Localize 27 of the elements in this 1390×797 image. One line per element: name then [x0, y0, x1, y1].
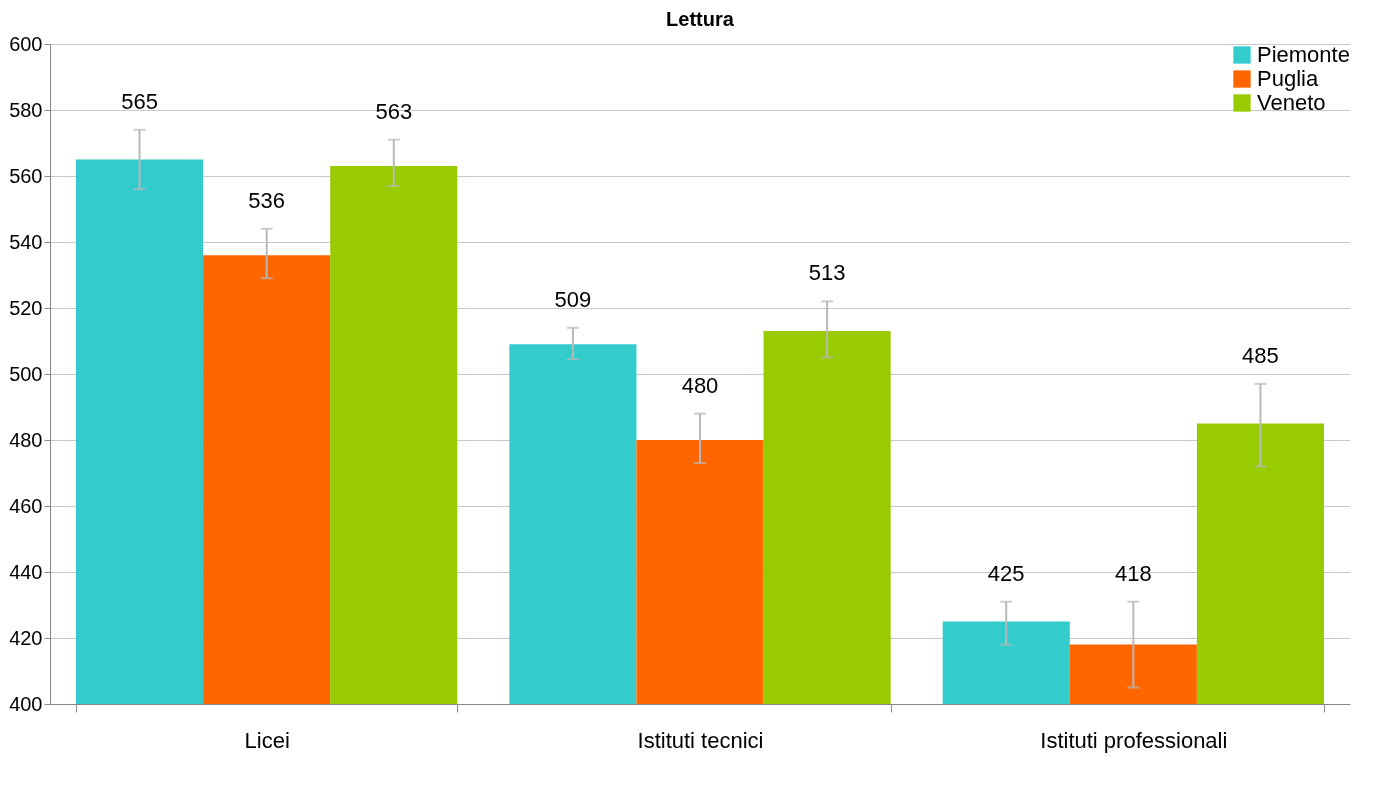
data-label: 480 [681, 372, 719, 398]
x-tick-label: Licei [244, 727, 290, 753]
data-label: 563 [375, 98, 413, 124]
y-tick-label: 580 [9, 98, 43, 121]
y-tick-label: 540 [9, 230, 43, 253]
data-label: 485 [1242, 342, 1279, 368]
y-tick-label: 400 [9, 692, 43, 715]
x-tick-label: Istituti tecnici [637, 727, 764, 753]
data-label: 418 [1114, 560, 1152, 586]
chart-title: Lettura [666, 8, 735, 30]
y-tick-label: 480 [9, 428, 43, 451]
y-tick-label: 500 [9, 362, 43, 385]
data-label: 536 [248, 187, 286, 213]
legend-label: Veneto [1257, 90, 1326, 115]
legend-label: Piemonte [1257, 42, 1350, 67]
y-tick-label: 600 [9, 32, 43, 55]
x-tick-label: Istituti professionali [1040, 727, 1228, 753]
y-tick-label: 560 [9, 164, 43, 187]
legend-label: Puglia [1257, 66, 1319, 91]
data-label: 425 [987, 560, 1025, 586]
data-label: 513 [808, 260, 846, 286]
y-tick-label: 440 [9, 560, 43, 583]
data-label: 509 [554, 286, 592, 312]
y-tick-label: 420 [9, 626, 43, 649]
y-tick-label: 460 [9, 494, 43, 517]
data-label: 565 [121, 88, 158, 114]
y-tick-label: 520 [9, 296, 43, 319]
